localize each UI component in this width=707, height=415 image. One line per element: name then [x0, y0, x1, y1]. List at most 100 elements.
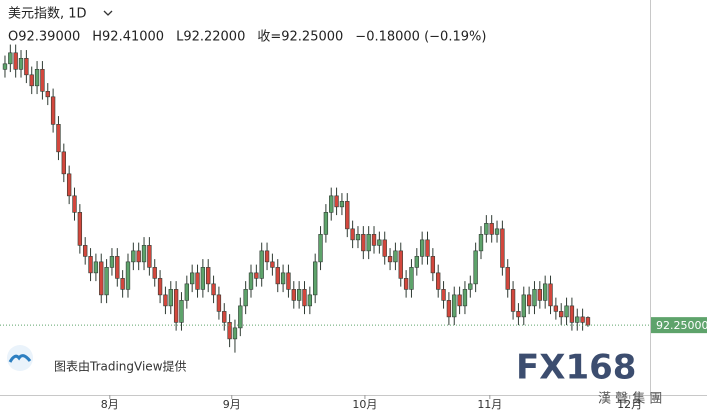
candle-body — [334, 195, 339, 208]
candle-body — [526, 294, 532, 307]
candle-body — [339, 201, 345, 208]
candle-body — [179, 300, 184, 323]
candle-body — [222, 311, 227, 323]
ohlc-label: 收=92.25000 — [257, 30, 343, 45]
chart-title: 美元指数, 1D — [8, 7, 87, 22]
candle-body — [419, 239, 425, 257]
candle-body — [441, 289, 446, 301]
candle-body — [29, 74, 34, 87]
candle-body — [452, 294, 457, 318]
candle-body — [313, 261, 318, 296]
candle-body — [72, 195, 77, 213]
candle-body — [211, 283, 216, 296]
candle-body — [152, 267, 157, 279]
candle-body — [468, 283, 473, 290]
ohlc-label: L92.22000 — [176, 30, 245, 45]
candle-body — [286, 272, 291, 290]
candle-body — [157, 278, 163, 296]
x-tick-label: 12月 — [617, 398, 642, 411]
candle-body — [56, 124, 61, 153]
candle-body — [436, 272, 441, 290]
candle-body — [238, 305, 243, 329]
candle-body — [280, 272, 286, 285]
candle-body — [371, 234, 377, 246]
candle-body — [195, 272, 200, 290]
candle-body — [355, 234, 361, 241]
candle-body — [296, 289, 302, 301]
candle-body — [382, 239, 387, 257]
candle-body — [329, 195, 334, 213]
candle-body — [302, 289, 307, 307]
candle-body — [542, 283, 548, 301]
candle-body — [291, 289, 296, 301]
candle-body — [510, 289, 516, 312]
candles — [2, 44, 591, 353]
candle-body — [473, 250, 478, 285]
candle-body — [377, 239, 382, 246]
candle-body — [131, 250, 136, 263]
candle-body — [580, 316, 585, 323]
candle-body — [532, 289, 537, 307]
candle-body — [259, 250, 264, 279]
candle-body — [34, 69, 40, 87]
candle-body — [505, 267, 510, 290]
ohlc-label: O92.39000 — [8, 30, 80, 45]
candle-body — [548, 283, 553, 307]
candle-body — [409, 267, 414, 290]
candle-body — [414, 256, 419, 268]
candle-body — [430, 256, 436, 274]
candle-body — [66, 173, 72, 197]
candle-body — [189, 272, 195, 285]
candle-body — [559, 311, 564, 318]
candle-body — [243, 289, 248, 307]
candle-body — [50, 96, 56, 125]
candle-body — [564, 305, 569, 318]
candle-body — [387, 256, 393, 263]
candle-body — [163, 294, 168, 307]
candle-body — [457, 294, 462, 307]
candle-body — [398, 250, 403, 279]
x-tick-label: 9月 — [223, 398, 241, 411]
candle-body — [537, 289, 542, 301]
tv-logo — [8, 354, 32, 363]
candle-body — [88, 256, 93, 274]
watermark: 图表由TradingView提供 — [54, 359, 187, 374]
logo: FX168 — [516, 348, 636, 388]
candle-body — [516, 311, 521, 318]
candle-body — [318, 234, 323, 263]
candle-body — [323, 212, 329, 235]
candle-body — [307, 294, 313, 307]
x-tick-label: 11月 — [477, 398, 502, 411]
candle-body — [254, 272, 259, 279]
candle-body — [393, 250, 398, 263]
candle-body — [147, 245, 152, 268]
candle-body — [83, 245, 88, 257]
ohlc-label: −0.18000 (−0.19%) — [355, 30, 486, 45]
candle-body — [40, 69, 45, 92]
candle-body — [345, 201, 350, 230]
x-tick-label: 8月 — [101, 398, 119, 411]
candle-body — [99, 261, 104, 296]
candle-body — [232, 327, 238, 340]
candle-body — [494, 228, 500, 235]
candle-body — [18, 58, 24, 70]
candle-body — [24, 58, 29, 76]
candle-body — [500, 228, 505, 268]
candle-body — [462, 289, 468, 307]
last-price-label: 92.25000 — [656, 319, 707, 332]
candle-body — [248, 272, 254, 290]
candle-body — [446, 300, 452, 318]
candle-body — [489, 223, 494, 235]
candle-body — [361, 234, 366, 252]
candle-body — [109, 256, 115, 268]
last-price-box — [651, 317, 707, 334]
candle-body — [13, 52, 18, 70]
candle-body — [350, 228, 355, 241]
candle-body — [216, 294, 222, 312]
candle-body — [184, 283, 189, 301]
candle-body — [8, 52, 13, 65]
candle-body — [403, 278, 409, 290]
dropdown-icon[interactable] — [103, 10, 113, 16]
candle-body — [141, 245, 147, 263]
